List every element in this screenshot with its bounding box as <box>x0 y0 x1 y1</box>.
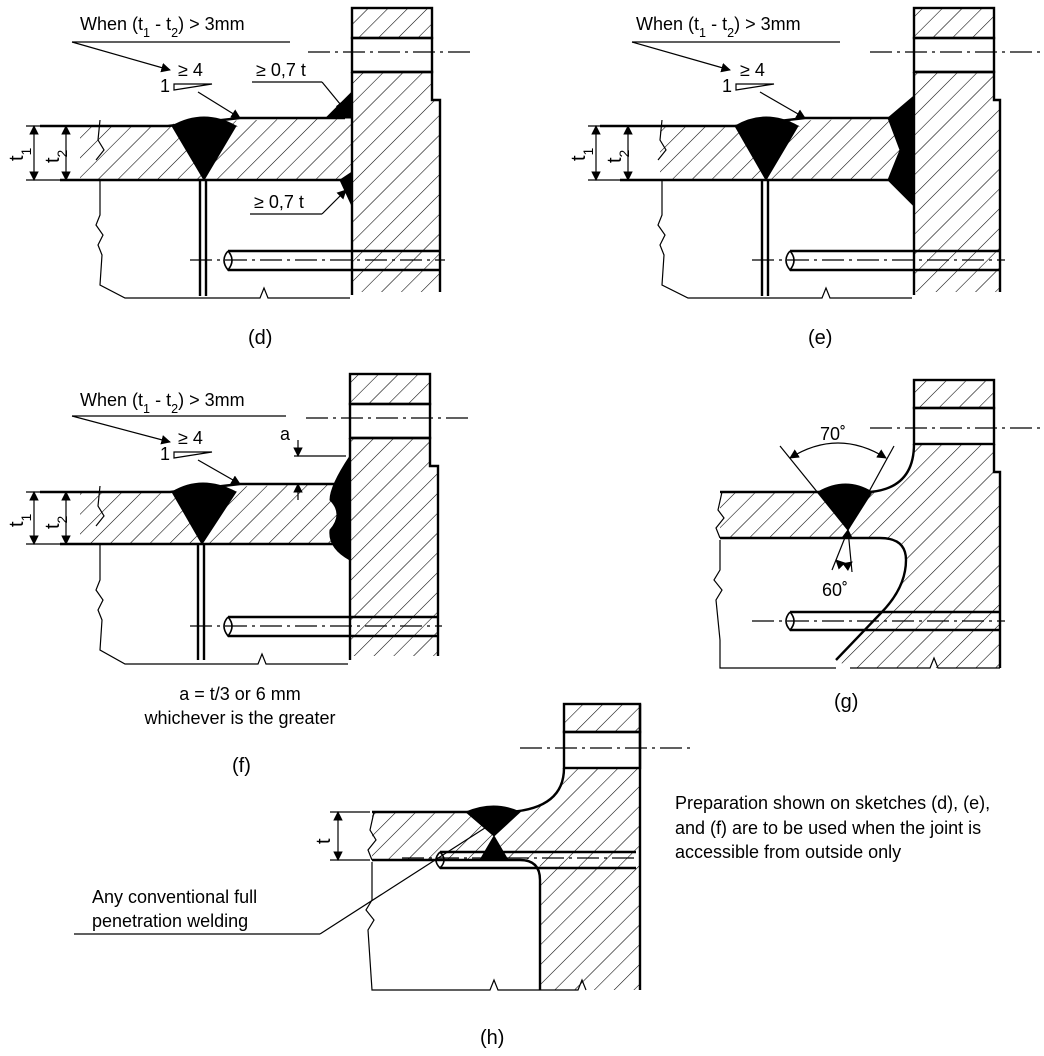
tube-g <box>752 610 1005 632</box>
note-line2: and (f) are to be used when the joint is <box>675 818 981 838</box>
sketch-label-g: (g) <box>834 691 858 713</box>
flange-g <box>720 378 1040 668</box>
sketch-h: t Any conventional full penetration weld… <box>74 702 690 1049</box>
t1-label-f: t1 <box>6 513 34 527</box>
taper-ratio-d: ≥ 4 <box>178 60 203 80</box>
fillet-bottom-label-d: ≥ 0,7 t <box>254 192 304 212</box>
t2-label-e: t2 <box>604 149 632 163</box>
sketch-f: a t1 t2 When (t1 - t2) > 3mm 1 ≥ 4 a = t… <box>6 372 470 777</box>
sketch-label-d: (d) <box>248 327 272 349</box>
sketch-label-h: (h) <box>480 1027 504 1049</box>
fillet-weld-top-d <box>324 90 353 119</box>
sketch-label-f: (f) <box>232 755 251 777</box>
angle-70-label: 70˚ <box>820 424 846 444</box>
flange-d <box>308 6 470 295</box>
a-symbol-f: a <box>280 424 291 444</box>
sketch-d: t1 t2 When (t1 - t2) > 3mm 1 ≥ 4 ≥ 0,7 t… <box>6 6 470 349</box>
callout-line2-h: penetration welding <box>92 911 248 931</box>
t2-label-d: t2 <box>42 149 70 163</box>
flange-h <box>372 702 690 990</box>
a-note-line1: a = t/3 or 6 mm <box>179 684 301 704</box>
angle-60-label: 60˚ <box>822 580 848 600</box>
tube-e <box>752 249 1005 272</box>
full-pen-weld-e <box>887 94 915 208</box>
t1-label-e: t1 <box>568 147 596 161</box>
note-line3: accessible from outside only <box>675 842 901 862</box>
shell-below-d <box>95 180 350 299</box>
a-note-line2: whichever is the greater <box>143 708 335 728</box>
tube-d <box>190 249 445 272</box>
condition-text-d: When (t1 - t2) > 3mm <box>80 14 245 40</box>
callout-line1-h: Any conventional full <box>92 887 257 907</box>
t1-label-d: t1 <box>6 147 34 161</box>
taper-ratio-f: ≥ 4 <box>178 428 203 448</box>
fillet-top-label-d: ≥ 0,7 t <box>256 60 306 80</box>
taper-one-f: 1 <box>160 444 170 464</box>
tube-f <box>190 615 442 638</box>
taper-one-d: 1 <box>160 76 170 96</box>
note-line1: Preparation shown on sketches (d), (e), <box>675 793 990 813</box>
t2-label-f: t2 <box>42 515 70 529</box>
sketch-e: t1 t2 When (t1 - t2) > 3mm 1 ≥ 4 (e) <box>568 6 1040 349</box>
t-label-h: t <box>313 838 335 844</box>
sketch-g: 70˚ 60˚ (g) <box>713 378 1040 713</box>
weld-f <box>329 454 351 561</box>
condition-text-e: When (t1 - t2) > 3mm <box>636 14 801 40</box>
tube-h <box>402 850 640 870</box>
taper-one-e: 1 <box>722 76 732 96</box>
taper-ratio-e: ≥ 4 <box>740 60 765 80</box>
condition-text-f: When (t1 - t2) > 3mm <box>80 390 245 416</box>
sketch-label-e: (e) <box>808 327 832 349</box>
preparation-note: Preparation shown on sketches (d), (e), … <box>675 793 990 862</box>
